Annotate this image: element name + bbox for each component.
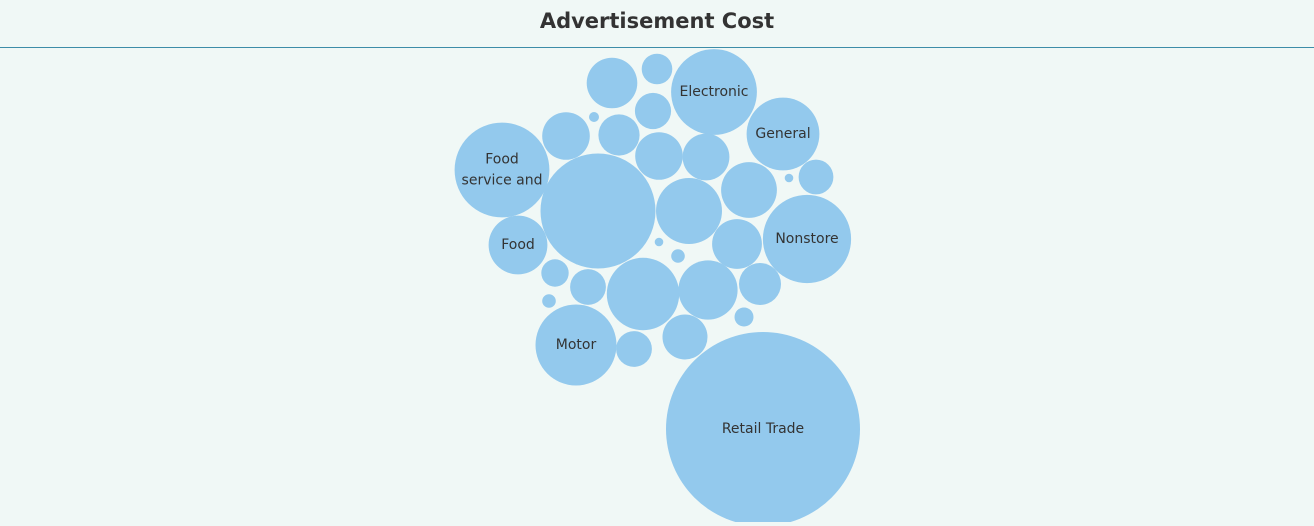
bubble-mark[interactable] <box>570 269 606 305</box>
bubble-mark[interactable] <box>739 263 781 305</box>
bubble-mark[interactable] <box>671 249 685 263</box>
bubble-mark[interactable] <box>784 173 794 183</box>
bubble-mark[interactable] <box>598 114 640 156</box>
bubble-mark[interactable] <box>488 215 548 275</box>
chart-title: Advertisement Cost <box>539 9 775 33</box>
bubble-mark[interactable] <box>635 132 683 180</box>
bubble-label: Motor <box>556 337 597 353</box>
bubble-mark[interactable] <box>616 331 652 367</box>
bubble-mark[interactable] <box>712 219 762 269</box>
bubble-mark[interactable] <box>654 237 664 247</box>
bubble-label: General <box>755 126 810 142</box>
bubble-mark[interactable] <box>589 112 599 122</box>
bubble-mark[interactable] <box>656 178 722 244</box>
bubble-mark[interactable] <box>586 57 638 109</box>
bubble-mark[interactable] <box>682 133 730 181</box>
bubble-mark[interactable] <box>634 92 672 130</box>
bubble-mark[interactable] <box>454 122 550 218</box>
bubble-mark[interactable] <box>721 162 777 218</box>
bubble-mark[interactable] <box>746 97 820 171</box>
bubble-mark[interactable] <box>678 260 738 320</box>
bubble-label: service and <box>462 173 543 189</box>
bubble-label: Nonstore <box>775 231 838 247</box>
bubble-label: Food <box>485 152 519 168</box>
bubble-label: Retail Trade <box>722 421 804 437</box>
bubble-mark[interactable] <box>666 332 860 526</box>
bubble-mark[interactable] <box>798 159 834 195</box>
bubble-chart: Retail Trade Food service and Nonstore Elect… <box>454 49 860 526</box>
chart-header: Advertisement Cost <box>0 0 1314 48</box>
bubble-mark[interactable] <box>734 307 754 327</box>
bubble-mark[interactable] <box>606 257 680 331</box>
bubble-label: Food <box>501 237 535 253</box>
bubble-label: Electronic <box>679 84 748 100</box>
bubble-chart-area: Retail Trade Food service and Nonstore Elect… <box>0 49 1314 526</box>
bubble-mark[interactable] <box>535 304 617 386</box>
bubble-mark[interactable] <box>541 259 569 287</box>
bubble-mark[interactable] <box>662 314 708 360</box>
bubble-mark[interactable] <box>641 53 673 85</box>
bubble-mark[interactable] <box>542 294 556 308</box>
bubble-mark[interactable] <box>542 112 590 160</box>
bubble-mark[interactable] <box>540 153 656 269</box>
bubble-mark[interactable] <box>762 194 852 284</box>
bubble-mark[interactable] <box>671 49 757 135</box>
